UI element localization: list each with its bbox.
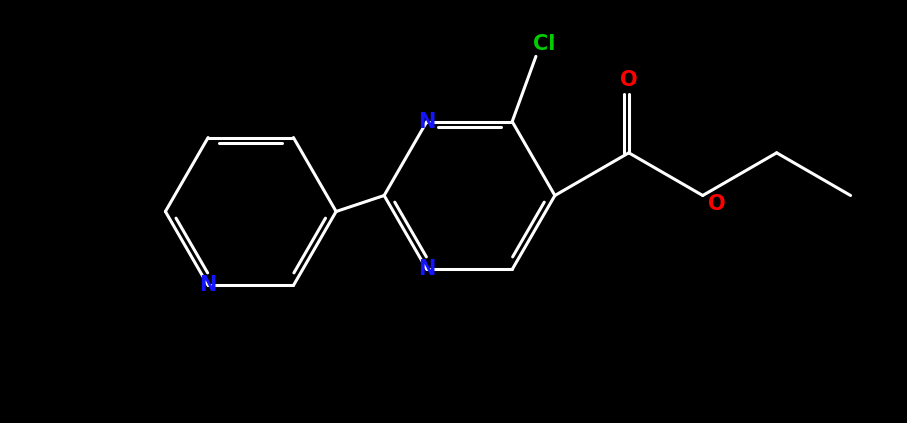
Text: N: N — [418, 112, 435, 132]
Text: O: O — [620, 70, 638, 90]
Text: N: N — [200, 275, 217, 295]
Text: N: N — [418, 259, 435, 280]
Text: O: O — [707, 194, 726, 214]
Text: Cl: Cl — [533, 33, 556, 54]
